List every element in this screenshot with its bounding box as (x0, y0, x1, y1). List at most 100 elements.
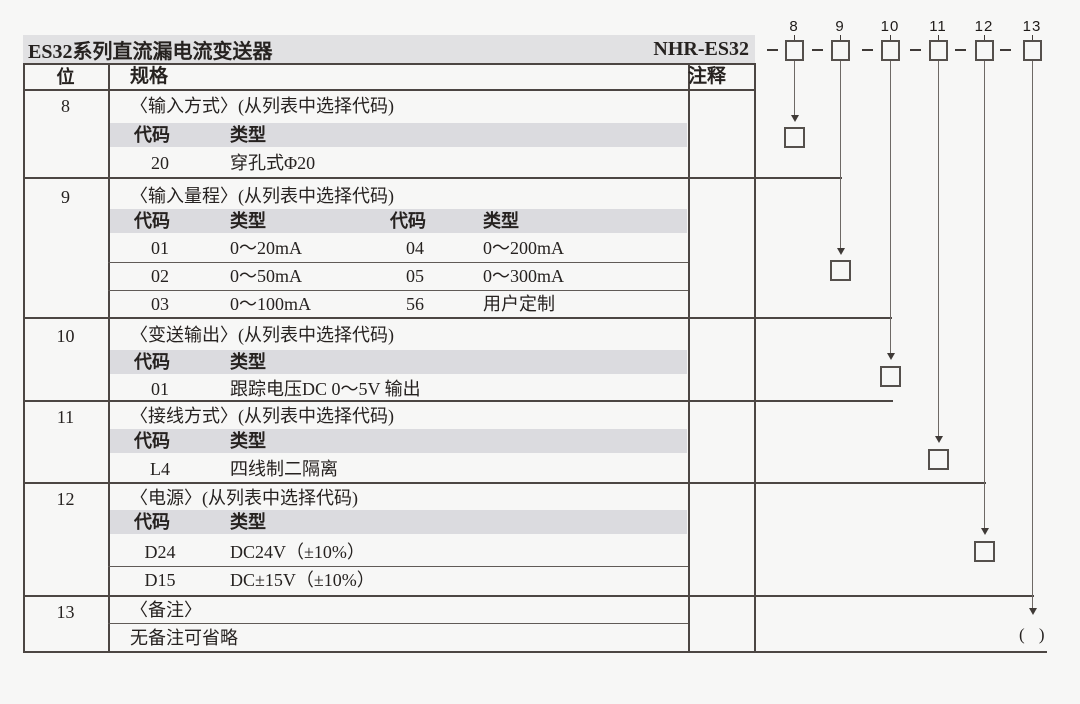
leader-line-9 (840, 61, 841, 248)
code-value: 20 (151, 153, 169, 173)
digit-tick (890, 35, 891, 40)
leader-line-10 (890, 61, 891, 353)
position-number: 9 (61, 187, 70, 207)
code-header-bar-8 (110, 123, 687, 147)
type-value: 0～20mA (230, 238, 302, 258)
grid-line-header-bottom (23, 89, 756, 91)
grid-line-row9-bottom (23, 317, 892, 319)
col-header-note: 注释 (688, 66, 727, 87)
code-header-label: 代码 (134, 431, 170, 451)
arrowhead-12 (981, 528, 989, 535)
arrowhead-10 (887, 353, 895, 360)
col-header-position: 位 (56, 67, 75, 87)
position-number: 11 (56, 407, 75, 427)
digit-tick (938, 35, 939, 40)
section-title: 〈变送输出〉(从列表中选择代码) (130, 325, 394, 345)
code-header-label-2: 代码 (390, 211, 426, 231)
code-value-2: 05 (406, 266, 424, 286)
code-value: 01 (151, 379, 169, 399)
section-title: 〈电源〉(从列表中选择代码) (130, 488, 358, 508)
position-number: 13 (56, 602, 75, 622)
grid-line-top (23, 63, 756, 65)
section-title: 〈接线方式〉(从列表中选择代码) (130, 406, 394, 426)
digit-tick (1032, 35, 1033, 40)
target-box-10 (880, 366, 901, 387)
col-header-spec: 规格 (130, 66, 169, 87)
grid-subline-9a (108, 262, 688, 263)
remark-parentheses: ( ) (1019, 625, 1050, 644)
type-value-2: 0～200mA (483, 238, 564, 258)
grid-line-row11-bottom (23, 482, 986, 484)
digit-label-9: 9 (835, 18, 845, 35)
target-box-12 (974, 541, 995, 562)
section-title: 〈备注〉 (130, 600, 202, 620)
dash-separator (910, 49, 921, 51)
digit-tick (840, 35, 841, 40)
arrowhead-13 (1029, 608, 1037, 615)
series-title: ES32系列直流漏电流变送器 (28, 40, 273, 63)
arrowhead-9 (837, 248, 845, 255)
code-box-11 (929, 40, 948, 61)
grid-line-row8-bottom (23, 177, 842, 179)
type-header-label: 类型 (230, 211, 266, 231)
digit-label-13: 13 (1022, 18, 1042, 35)
grid-subline-9b (108, 290, 688, 291)
code-header-label: 代码 (134, 512, 170, 532)
model-code: NHR-ES32 (653, 37, 749, 60)
type-value: DC24V（±10%） (230, 542, 365, 562)
type-value: 跟踪电压DC 0～5V 输出 (230, 379, 421, 399)
grid-line-col-position (108, 63, 110, 653)
type-header-label-2: 类型 (483, 211, 519, 231)
code-header-bar-11 (110, 429, 687, 453)
type-value-2: 0～300mA (483, 266, 564, 286)
dash-separator (862, 49, 873, 51)
code-value: L4 (150, 459, 170, 479)
type-value-2: 用户定制 (483, 294, 555, 314)
target-box-9 (830, 260, 851, 281)
type-value: 穿孔式Φ20 (230, 153, 316, 173)
digit-tick (794, 35, 795, 40)
type-header-label: 类型 (230, 352, 266, 372)
code-header-label: 代码 (134, 211, 170, 231)
code-header-label: 代码 (134, 125, 170, 145)
title-bar: ES32系列直流漏电流变送器 NHR-ES32 (23, 35, 755, 63)
position-number: 8 (61, 96, 70, 116)
grid-subline-12a (108, 566, 688, 567)
section-title: 〈输入量程〉(从列表中选择代码) (130, 186, 394, 206)
section-title: 〈输入方式〉(从列表中选择代码) (130, 96, 394, 116)
code-header-bar-10 (110, 350, 687, 374)
dash-separator (767, 49, 778, 51)
grid-line-row12-bottom (23, 595, 1034, 597)
leader-line-11 (938, 61, 939, 436)
type-value: DC±15V（±10%） (230, 570, 375, 590)
leader-line-12 (984, 61, 985, 528)
code-value-2: 56 (406, 294, 424, 314)
target-box-8 (784, 127, 805, 148)
code-value-2: 04 (406, 238, 424, 258)
digit-label-10: 10 (880, 18, 900, 35)
arrowhead-11 (935, 436, 943, 443)
digit-tick (984, 35, 985, 40)
code-value: 03 (151, 294, 169, 314)
leader-line-13 (1032, 61, 1033, 608)
grid-line-bottom (23, 651, 1047, 653)
code-header-bar-9 (110, 209, 687, 233)
dash-separator (812, 49, 823, 51)
code-box-9 (831, 40, 850, 61)
dash-separator (955, 49, 966, 51)
type-value: 0～50mA (230, 266, 302, 286)
code-value: D15 (144, 570, 176, 590)
digit-label-12: 12 (974, 18, 994, 35)
digit-label-8: 8 (789, 18, 799, 35)
code-header-bar-12 (110, 510, 687, 534)
code-header-label: 代码 (134, 352, 170, 372)
section-note: 无备注可省略 (130, 628, 238, 648)
target-box-11 (928, 449, 949, 470)
dash-separator (1000, 49, 1011, 51)
grid-subline-13a (108, 623, 688, 624)
grid-line-row10-bottom (23, 400, 893, 402)
leader-line-8 (794, 61, 795, 115)
code-value: 01 (151, 238, 169, 258)
code-box-12 (975, 40, 994, 61)
type-value: 四线制二隔离 (230, 459, 338, 479)
